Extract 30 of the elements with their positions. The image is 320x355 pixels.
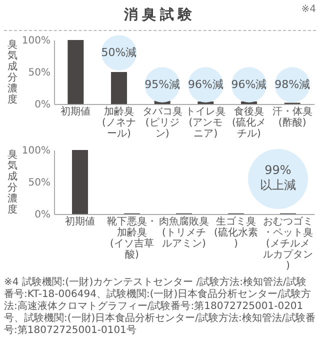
bar xyxy=(68,40,84,104)
y-tick-label: 100% xyxy=(22,146,50,156)
annotation: 95%減 xyxy=(144,78,180,91)
y-axis-title: 臭気成分濃度 xyxy=(8,38,18,106)
x-tick-label: 汗・体臭 (酢酸) xyxy=(272,106,312,128)
annotation: 96%減 xyxy=(188,78,224,91)
annotation: 99% 以上減 xyxy=(259,163,297,193)
y-axis-title: 臭気成分濃度 xyxy=(8,148,18,216)
annotation: 50%減 xyxy=(101,46,137,59)
x-tick-label: 生ゴミ臭 (硫化水素) xyxy=(214,216,258,250)
x-tick-label: 初期値 xyxy=(65,216,95,228)
x-tick-label: 初期値 xyxy=(60,106,91,118)
x-tick-label: 加齢臭 (ノネナール) xyxy=(102,106,136,140)
x-tick-label: 靴下悪臭・加齢臭 (イソ吉草酸) xyxy=(107,216,157,260)
bar xyxy=(111,72,127,104)
y-tick-label: 100% xyxy=(22,36,50,46)
annotation: 96%減 xyxy=(231,78,267,91)
y-tick-label: 0% xyxy=(34,100,50,110)
chart-title: 消臭試験 xyxy=(124,7,196,23)
x-tick-label: 肉魚腐敗臭 (トリメチルアミン) xyxy=(159,216,209,250)
annotation: 98%減 xyxy=(274,78,310,91)
x-tick-label: トイレ臭 (アンモニア) xyxy=(186,106,226,140)
x-tick-label: タバコ臭 (ピリジン) xyxy=(142,106,182,140)
text: ※4 xyxy=(301,4,316,15)
y-tick-label: 50% xyxy=(28,178,50,188)
x-tick-label: 食後臭 (硫化メチル) xyxy=(232,106,266,140)
y-tick-label: 50% xyxy=(28,68,50,78)
y-tick-label: 0% xyxy=(34,210,50,220)
text: ※4 試験機関:(一財)カケンテストセンター /試験方法:検知管法/試験番号:KT-18-006494、試験機関:(一財)日本食品分析センター/試験方法:高速液体クロマトグラフィー/試験番号:第18072725001-0201号、試験機関:(一財)日本食品分析センター/試験方法:検知管法/試験番号:第18072725001-0101号 xyxy=(4,277,316,337)
x-tick-label: おむつゴミ・ペット臭 (メチルメルカプタン) xyxy=(263,216,313,272)
